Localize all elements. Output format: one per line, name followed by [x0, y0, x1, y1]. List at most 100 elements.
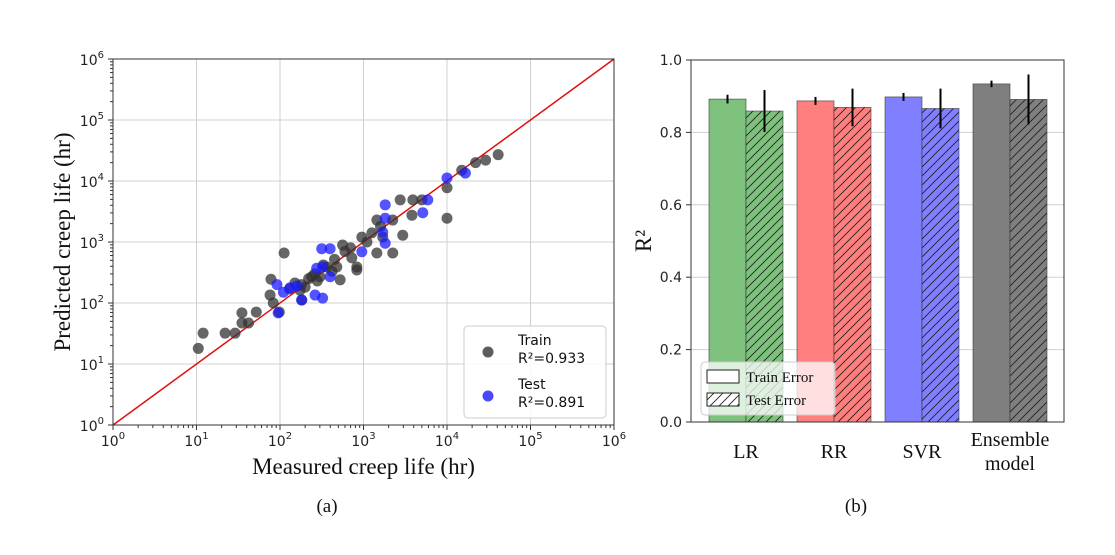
train-point	[397, 229, 409, 241]
x-tick-label: 101	[184, 431, 208, 450]
tick-exponent: 6	[620, 431, 626, 442]
train-point	[219, 327, 231, 339]
tick-base: 10	[80, 419, 98, 435]
train-point	[236, 307, 248, 319]
y-axis-label: R²	[631, 230, 656, 252]
test-point	[441, 172, 453, 184]
legend-swatch	[706, 369, 740, 384]
train-point	[492, 149, 504, 161]
y-tick-label: 102	[80, 294, 104, 313]
tick-base: 10	[101, 434, 119, 450]
legend: Train Error Test Error	[700, 361, 836, 416]
panel-label: (a)	[316, 496, 337, 517]
tick-exponent: 0	[98, 416, 104, 427]
train-point	[303, 273, 315, 285]
tick-base: 10	[80, 53, 98, 69]
train-bar	[972, 83, 1011, 423]
test-point	[277, 286, 289, 298]
category-label: RR	[821, 441, 848, 463]
tick-exponent: 1	[98, 355, 104, 366]
panel-label: (b)	[845, 496, 867, 517]
train-point	[267, 297, 279, 309]
tick-base: 10	[80, 175, 98, 191]
train-point	[345, 242, 357, 254]
category-label: LR	[733, 441, 759, 463]
scatter-points	[192, 149, 504, 354]
tick-base: 10	[184, 434, 202, 450]
x-tick-label: 104	[435, 431, 459, 450]
x-tick-label: 105	[518, 431, 542, 450]
category-label: Ensemble	[971, 429, 1050, 451]
tick-exponent: 1	[202, 431, 208, 442]
tick-exponent: 3	[369, 431, 375, 442]
train-point	[243, 317, 255, 329]
test-point	[317, 292, 329, 304]
legend: Train R²=0.933 Test R²=0.891	[463, 325, 607, 419]
legend-marker-train	[482, 346, 494, 358]
tick-base: 10	[80, 358, 98, 374]
x-axis-label: Measured creep life (hr)	[252, 454, 475, 479]
tick-exponent: 4	[98, 172, 104, 183]
tick-base: 10	[602, 434, 620, 450]
tick-base: 10	[268, 434, 286, 450]
category-label: SVR	[903, 441, 943, 463]
x-tick-label: 102	[268, 431, 292, 450]
hatch-overlay	[1010, 99, 1047, 422]
train-point	[229, 327, 241, 339]
tick-exponent: 5	[536, 431, 542, 442]
y-tick-label: 100	[80, 416, 104, 435]
train-point	[406, 209, 418, 221]
test-point	[379, 212, 391, 224]
test-point	[379, 237, 391, 249]
train-bar	[884, 96, 923, 423]
train-point	[278, 247, 290, 259]
legend-box	[463, 325, 607, 419]
test-point	[316, 243, 328, 255]
train-point	[407, 194, 419, 206]
train-point	[329, 253, 341, 265]
test-point	[317, 261, 329, 273]
y-tick-label: 105	[80, 111, 104, 130]
legend-name: Test	[517, 377, 546, 393]
legend-hatch-swatch	[706, 392, 740, 407]
train-point	[371, 247, 383, 259]
train-point	[394, 194, 406, 206]
test-point	[272, 307, 284, 319]
y-tick-label: 0.2	[660, 343, 682, 359]
y-tick-label: 0.4	[660, 270, 682, 286]
train-point	[351, 264, 363, 276]
y-tick-label: 104	[80, 172, 104, 191]
y-axis-label: Predicted creep life (hr)	[50, 132, 75, 351]
train-point	[361, 236, 373, 248]
train-point	[192, 342, 204, 354]
y-tick-label: 103	[80, 233, 104, 252]
tick-exponent: 3	[98, 233, 104, 244]
test-point	[271, 279, 283, 291]
hatch-overlay	[922, 108, 959, 423]
test-point	[417, 207, 429, 219]
tick-exponent: 5	[98, 111, 104, 122]
tick-exponent: 2	[98, 294, 104, 305]
scatter-panel: 1001001011011021021031031041041051051061…	[50, 50, 626, 517]
y-tick-label: 0.8	[660, 125, 682, 141]
train-point	[441, 182, 453, 194]
tick-base: 10	[518, 434, 536, 450]
y-tick-label: 0.0	[660, 415, 682, 431]
y-tick-label: 101	[80, 355, 104, 374]
test-point	[377, 226, 389, 238]
x-tick-label: 100	[101, 431, 125, 450]
x-tick-label: 103	[351, 431, 375, 450]
legend-marker-test	[482, 390, 494, 402]
test-point	[324, 243, 336, 255]
legend-label: Train Error	[746, 370, 813, 386]
legend-label: Test Error	[746, 393, 806, 409]
train-point	[250, 306, 262, 318]
train-point	[334, 274, 346, 286]
tick-exponent: 0	[119, 431, 125, 442]
y-tick-label: 1.0	[660, 53, 682, 69]
test-point	[379, 199, 391, 211]
plot-frame	[690, 59, 1065, 423]
y-tick-label: 0.6	[660, 198, 682, 214]
tick-base: 10	[80, 236, 98, 252]
